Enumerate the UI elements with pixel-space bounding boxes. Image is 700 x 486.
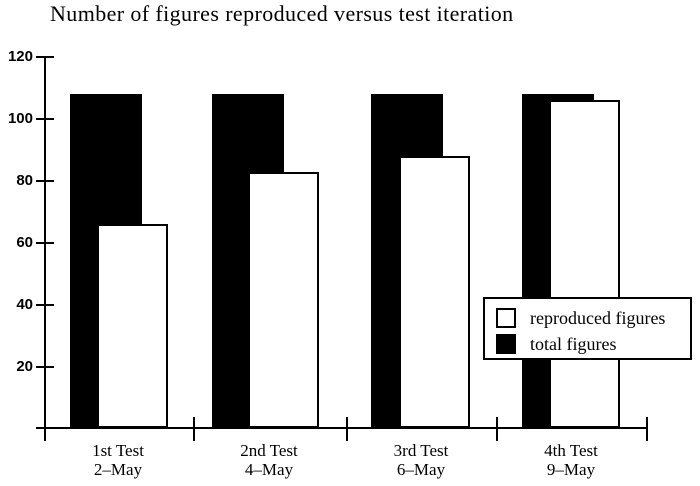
y-tick <box>36 242 54 244</box>
x-category-date: 4–May <box>244 460 294 479</box>
legend: reproduced figures total figures <box>483 297 692 360</box>
bar-reproduced-figures <box>549 100 620 428</box>
chart-title: Number of figures reproduced versus test… <box>50 1 514 26</box>
bar-reproduced-figures <box>97 224 168 428</box>
bar-reproduced-figures <box>399 156 470 428</box>
x-category-date: 2–May <box>93 460 143 479</box>
y-tick-label: 80 <box>16 172 33 189</box>
x-axis-separator-tick <box>193 417 195 441</box>
y-tick <box>36 118 54 120</box>
x-category-test-name: 4th Test <box>544 441 598 460</box>
y-tick-label: 100 <box>7 110 33 127</box>
total-figures-swatch <box>496 334 516 354</box>
x-axis-separator-tick <box>646 417 648 441</box>
y-tick <box>36 56 54 58</box>
x-category-label: 3rd Test 6–May <box>351 441 491 479</box>
x-axis-line <box>36 427 648 429</box>
x-category-label: 1st Test 2–May <box>48 441 188 479</box>
x-category-test-name: 2nd Test <box>240 441 298 460</box>
reproduced-figures-swatch <box>496 308 516 328</box>
y-tick-label: 60 <box>16 234 33 251</box>
y-tick <box>36 366 54 368</box>
y-tick <box>36 180 54 182</box>
legend-label-reproduced: reproduced figures <box>530 307 666 328</box>
y-tick-label: 40 <box>16 296 33 313</box>
x-category-label: 2nd Test 4–May <box>199 441 339 479</box>
x-category-test-name: 3rd Test <box>393 441 449 460</box>
bar-reproduced-figures <box>248 171 319 428</box>
legend-item-reproduced: reproduced figures <box>496 307 665 329</box>
y-axis-line <box>44 57 46 441</box>
x-category-label: 4th Test 9–May <box>501 441 641 479</box>
x-category-test-name: 1st Test <box>92 441 144 460</box>
legend-label-total: total figures <box>530 333 617 354</box>
x-category-date: 9–May <box>546 460 596 479</box>
y-tick-label: 120 <box>7 48 33 65</box>
x-axis-separator-tick <box>496 417 498 441</box>
y-tick-label: 20 <box>16 358 33 375</box>
legend-item-total: total figures <box>496 333 616 355</box>
y-tick <box>36 304 54 306</box>
x-axis-separator-tick <box>346 417 348 441</box>
x-category-date: 6–May <box>396 460 446 479</box>
